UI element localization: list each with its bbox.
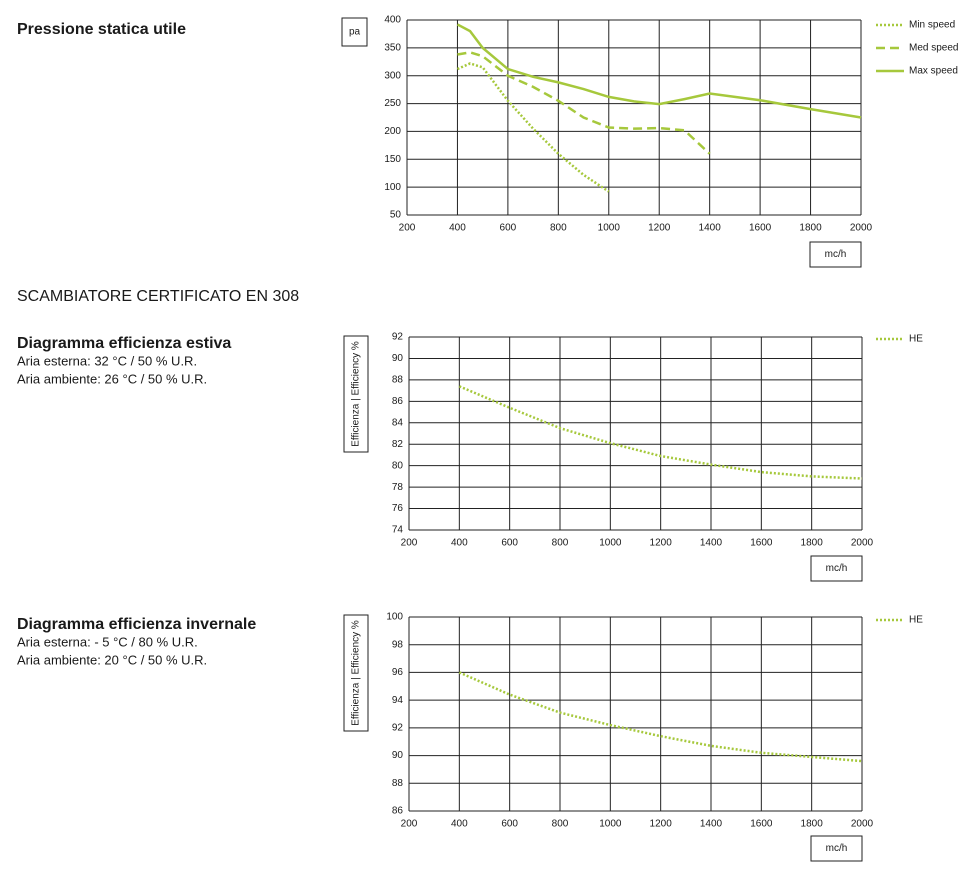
x-tick-label: 200 <box>401 819 418 830</box>
x-tick-label: 600 <box>500 223 517 234</box>
y-tick-label: 82 <box>392 439 404 450</box>
x-tick-label: 1200 <box>650 819 673 830</box>
x-tick-label: 600 <box>501 819 518 830</box>
x-tick-label: 1000 <box>598 223 621 234</box>
x-tick-label: 1200 <box>648 223 671 234</box>
x-tick-label: 1400 <box>699 223 722 234</box>
series-line <box>458 671 863 763</box>
x-tick-label: 1200 <box>650 538 673 549</box>
legend-label: Min speed <box>909 20 955 31</box>
y-tick-label: 100 <box>386 612 403 623</box>
x-axis-label: mc/h <box>826 563 848 574</box>
y-tick-label: 100 <box>384 182 401 193</box>
y-tick-label: 88 <box>392 778 404 789</box>
y-tick-label: 80 <box>392 460 404 471</box>
chart-title: Diagramma efficienza invernale <box>17 616 256 633</box>
y-tick-label: 74 <box>392 525 404 536</box>
x-tick-label: 1400 <box>700 819 723 830</box>
y-tick-label: 94 <box>392 695 404 706</box>
y-label-box <box>341 17 368 47</box>
y-axis-label: pa <box>349 27 361 38</box>
x-label-box <box>809 241 862 268</box>
y-tick-label: 96 <box>392 667 404 678</box>
chart-title: Diagramma efficienza estiva <box>17 335 231 352</box>
y-axis-label: Efficienza | Efficiency % <box>351 341 362 447</box>
y-tick-label: 150 <box>384 154 401 165</box>
section-title: SCAMBIATORE CERTIFICATO EN 308 <box>17 288 299 305</box>
chart-note: Aria ambiente: 20 °C / 50 % U.R. <box>17 652 207 667</box>
x-tick-label: 2000 <box>851 538 874 549</box>
chart-note: Aria esterna: - 5 °C / 80 % U.R. <box>17 634 198 649</box>
y-tick-label: 300 <box>384 70 401 81</box>
x-tick-label: 1000 <box>599 819 622 830</box>
x-tick-label: 600 <box>501 538 518 549</box>
legend-label: HE <box>909 334 923 345</box>
x-axis-label: mc/h <box>826 843 848 854</box>
x-tick-label: 1600 <box>750 819 773 830</box>
y-tick-label: 84 <box>392 417 404 428</box>
x-tick-label: 1800 <box>801 538 824 549</box>
x-label-box <box>810 835 863 862</box>
x-label-box <box>810 555 863 582</box>
y-tick-label: 92 <box>392 332 404 343</box>
x-tick-label: 2000 <box>850 223 873 234</box>
y-tick-label: 90 <box>392 750 404 761</box>
y-tick-label: 250 <box>384 98 401 109</box>
x-axis-label: mc/h <box>825 249 847 260</box>
y-tick-label: 92 <box>392 722 404 733</box>
series-line <box>456 23 862 119</box>
y-tick-label: 350 <box>384 42 401 53</box>
x-tick-label: 400 <box>451 538 468 549</box>
x-tick-label: 400 <box>449 223 466 234</box>
legend-label: Max speed <box>909 66 958 77</box>
series-line <box>458 385 863 480</box>
y-tick-label: 86 <box>392 806 404 817</box>
chart-title: Pressione statica utile <box>17 21 186 38</box>
x-tick-label: 800 <box>552 538 569 549</box>
x-tick-label: 1000 <box>599 538 622 549</box>
legend-label: HE <box>909 615 923 626</box>
x-tick-label: 1400 <box>700 538 723 549</box>
y-tick-label: 78 <box>392 482 404 493</box>
y-tick-label: 98 <box>392 639 404 650</box>
y-axis-label: Efficienza | Efficiency % <box>351 620 362 726</box>
x-tick-label: 1800 <box>801 819 824 830</box>
x-tick-label: 200 <box>399 223 416 234</box>
y-tick-label: 88 <box>392 375 404 386</box>
x-tick-label: 200 <box>401 538 418 549</box>
legend-label: Med speed <box>909 43 958 54</box>
x-tick-label: 1600 <box>750 538 773 549</box>
x-tick-label: 2000 <box>851 819 874 830</box>
y-tick-label: 50 <box>390 210 402 221</box>
series-line <box>456 62 610 193</box>
y-tick-label: 90 <box>392 353 404 364</box>
x-tick-label: 1800 <box>799 223 822 234</box>
x-tick-label: 800 <box>550 223 567 234</box>
y-tick-label: 86 <box>392 396 404 407</box>
chart-note: Aria ambiente: 26 °C / 50 % U.R. <box>17 371 207 386</box>
y-label-box <box>343 614 369 732</box>
x-tick-label: 1600 <box>749 223 772 234</box>
x-tick-label: 800 <box>552 819 569 830</box>
series-line <box>457 51 711 155</box>
x-tick-label: 400 <box>451 819 468 830</box>
chart-note: Aria esterna: 32 °C / 50 % U.R. <box>17 353 197 368</box>
y-label-box <box>343 335 369 453</box>
y-tick-label: 76 <box>392 503 404 514</box>
y-tick-label: 400 <box>384 15 401 26</box>
y-tick-label: 200 <box>384 126 401 137</box>
